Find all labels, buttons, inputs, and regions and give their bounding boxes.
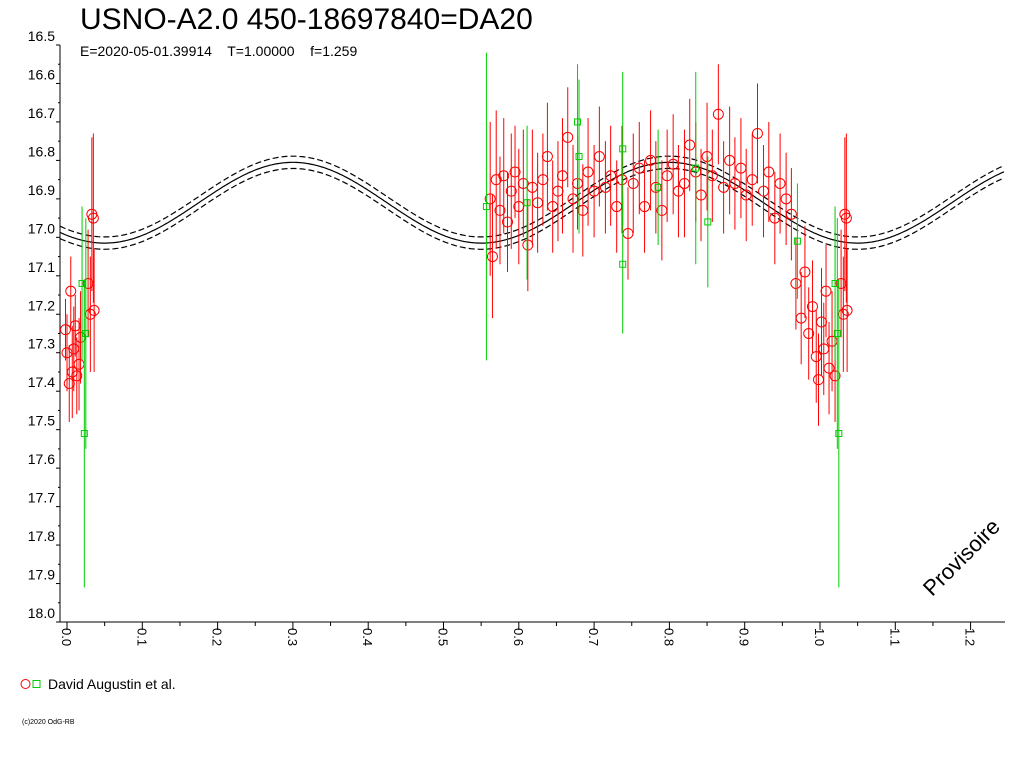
data-point-circle: [562, 131, 574, 143]
data-point-circle: [729, 177, 741, 189]
data-point-circle: [505, 185, 517, 197]
data-point-circle: [799, 266, 811, 278]
legend: David Augustin et al.: [20, 674, 176, 694]
data-point-circle: [841, 304, 853, 316]
y-tick-label: 17.5: [28, 413, 55, 429]
data-point-circle: [752, 127, 764, 139]
data-point-circle: [517, 177, 529, 189]
x-tick-label: 0.9: [737, 628, 752, 646]
data-point-circle: [823, 362, 835, 374]
data-point-circle: [502, 216, 514, 228]
copyright-text: (c)2020 OdG-RB: [22, 719, 75, 726]
y-tick-label: 18.0: [28, 605, 55, 621]
chart-subtitle: E=2020-05-01.39914 T=1.00000 f=1.259: [80, 43, 358, 59]
y-tick-label: 17.0: [28, 220, 55, 236]
y-tick-label: 17.6: [28, 451, 55, 467]
data-point-square: [575, 153, 583, 161]
y-tick-label: 16.5: [28, 28, 55, 44]
y-tick-label: 17.1: [28, 259, 55, 275]
data-point-circle: [829, 370, 841, 382]
x-tick-label: 0.4: [360, 628, 375, 646]
data-point-circle: [541, 151, 553, 163]
x-tick-label: 0.0: [59, 628, 74, 646]
data-point-circle: [87, 212, 99, 224]
data-point-circle: [803, 328, 815, 339]
data-point-circle: [795, 312, 807, 324]
data-point-square: [619, 260, 627, 268]
data-point-circle: [806, 301, 818, 313]
y-tick-label: 17.7: [28, 490, 55, 506]
data-point-circle: [65, 285, 77, 297]
data-point-circle: [484, 193, 496, 205]
x-tick-label: 1.0: [812, 628, 827, 646]
data-point-circle: [639, 201, 651, 213]
x-tick-label: 0.1: [134, 628, 149, 646]
data-point-circle: [672, 185, 684, 197]
data-point-circle: [763, 166, 775, 178]
data-point-circle: [498, 170, 510, 182]
y-tick-label: 17.3: [28, 336, 55, 352]
data-point-circle: [785, 208, 797, 220]
data-point-circle: [605, 170, 617, 182]
data-point-circle: [582, 166, 594, 178]
x-tick-label: 0.2: [210, 628, 225, 646]
data-point-circle: [593, 151, 605, 163]
data-point-circle: [712, 108, 724, 120]
x-tick-label: 0.8: [661, 628, 676, 646]
data-point-square: [482, 203, 490, 211]
data-point-square: [619, 145, 627, 153]
data-point-circle: [486, 251, 498, 263]
data-point-circle: [740, 189, 752, 201]
axes: 16.5 16.6 16.7 16.8 16.9 17.0 17.1 17.2 17.3 17.4…: [28, 28, 1005, 646]
data-point-circle: [661, 170, 673, 182]
x-tick-label: 1.2: [963, 628, 978, 646]
data-point-circle: [627, 177, 639, 189]
data-point-circle: [509, 166, 521, 178]
data-point-circle: [71, 370, 83, 382]
data-point-circle: [684, 139, 696, 151]
red-series: [59, 64, 853, 426]
y-tick-label: 17.8: [28, 528, 55, 544]
data-point-square: [793, 237, 801, 245]
data-point-square: [831, 279, 839, 287]
x-tick-label: 0.7: [586, 628, 601, 646]
data-point-square: [692, 164, 700, 172]
data-point-circle: [718, 181, 730, 193]
green-series: [78, 52, 843, 588]
data-point-circle: [840, 212, 852, 224]
data-point-square: [835, 430, 843, 438]
y-tick-label: 16.9: [28, 182, 55, 198]
y-tick-label: 16.8: [28, 143, 55, 159]
y-tick-label: 17.9: [28, 567, 55, 583]
x-tick-label: 1.1: [887, 628, 902, 646]
data-point-square: [82, 330, 90, 337]
y-tick-label: 17.4: [28, 374, 55, 390]
legend-marker-icons: [20, 679, 41, 689]
y-tick-label: 16.6: [28, 66, 55, 82]
y-tick-label: 16.7: [28, 105, 55, 121]
data-point-circle: [616, 174, 628, 186]
legend-label: David Augustin et al.: [48, 676, 176, 692]
data-point-square: [654, 183, 662, 191]
x-tick-label: 0.3: [285, 628, 300, 646]
x-tick-label: 0.5: [436, 628, 451, 646]
x-tick-label: 0.6: [511, 628, 526, 646]
y-tick-label: 17.2: [28, 297, 55, 313]
chart-title: USNO-A2.0 450-18697840=DA20: [80, 3, 533, 36]
data-point-circle: [59, 324, 71, 336]
data-point-square: [833, 330, 841, 337]
data-point-circle: [774, 177, 786, 189]
data-point-square: [523, 199, 531, 207]
data-point-circle: [820, 285, 832, 297]
data-point-square: [78, 279, 86, 287]
data-point-circle: [88, 304, 100, 316]
data-point-square: [80, 430, 88, 438]
data-point-square: [574, 118, 582, 126]
data-point-circle: [494, 204, 506, 216]
data-point-square: [704, 218, 712, 226]
